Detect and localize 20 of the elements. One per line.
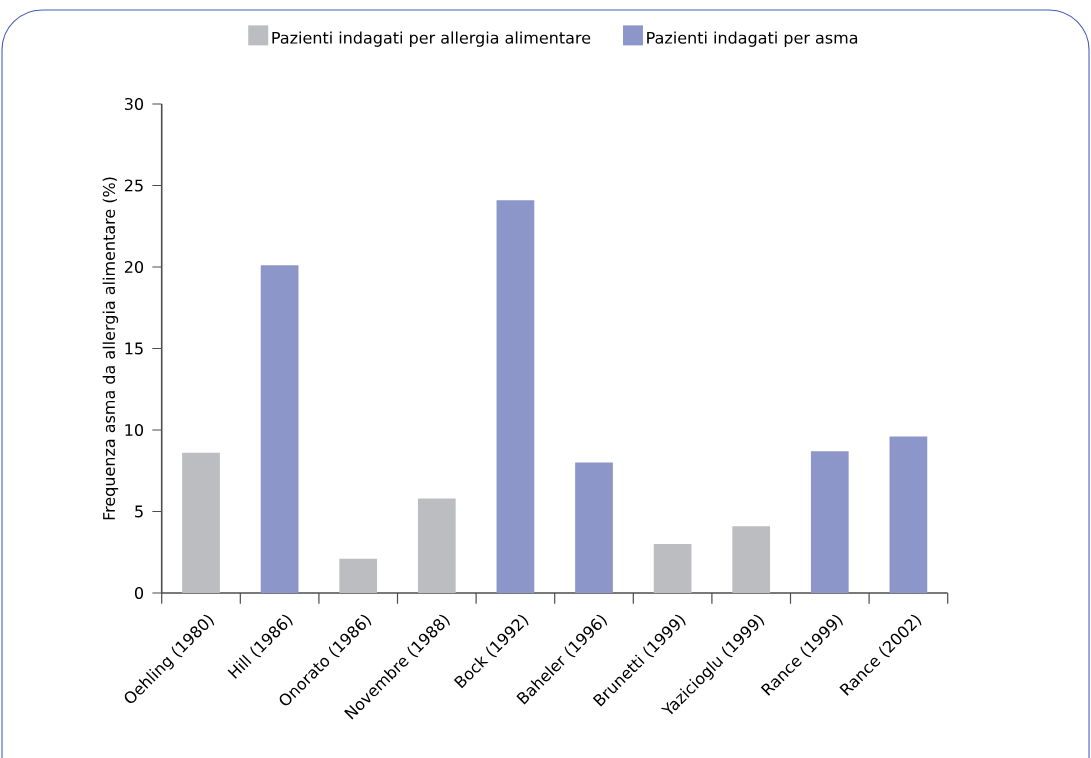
y-tick-label: 10 bbox=[125, 423, 144, 437]
bar bbox=[260, 265, 299, 593]
bar bbox=[575, 462, 613, 593]
bar bbox=[889, 436, 928, 593]
legend-label: Pazienti indagati per asma bbox=[647, 31, 858, 47]
bar bbox=[732, 526, 771, 593]
y-tick-label: 30 bbox=[124, 97, 144, 111]
y-tick-label: 15 bbox=[125, 342, 143, 355]
y-tick-label: 5 bbox=[135, 505, 143, 518]
legend-label: Pazienti indagati per allergia alimentare bbox=[272, 31, 591, 47]
bar bbox=[653, 544, 692, 593]
y-tick-label: 25 bbox=[124, 179, 143, 192]
y-tick-label: 20 bbox=[124, 260, 144, 274]
bar bbox=[810, 451, 849, 593]
bar bbox=[496, 200, 535, 593]
y-axis-title: Frequenza asma da allergia alimentare (%) bbox=[102, 177, 119, 520]
bar bbox=[339, 558, 378, 593]
bar bbox=[182, 452, 220, 593]
y-tick-label: 0 bbox=[134, 586, 144, 600]
bar bbox=[417, 498, 456, 593]
